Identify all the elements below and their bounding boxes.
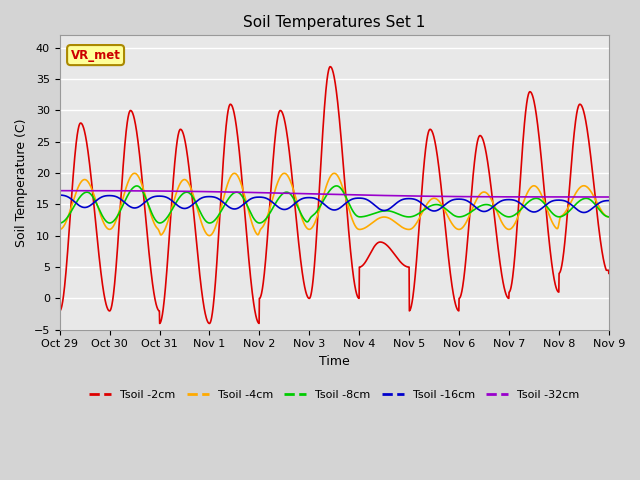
Text: VR_met: VR_met xyxy=(70,48,120,61)
Legend: Tsoil -2cm, Tsoil -4cm, Tsoil -8cm, Tsoil -16cm, Tsoil -32cm: Tsoil -2cm, Tsoil -4cm, Tsoil -8cm, Tsoi… xyxy=(84,385,584,404)
X-axis label: Time: Time xyxy=(319,355,349,368)
Title: Soil Temperatures Set 1: Soil Temperatures Set 1 xyxy=(243,15,426,30)
Y-axis label: Soil Temperature (C): Soil Temperature (C) xyxy=(15,118,28,247)
